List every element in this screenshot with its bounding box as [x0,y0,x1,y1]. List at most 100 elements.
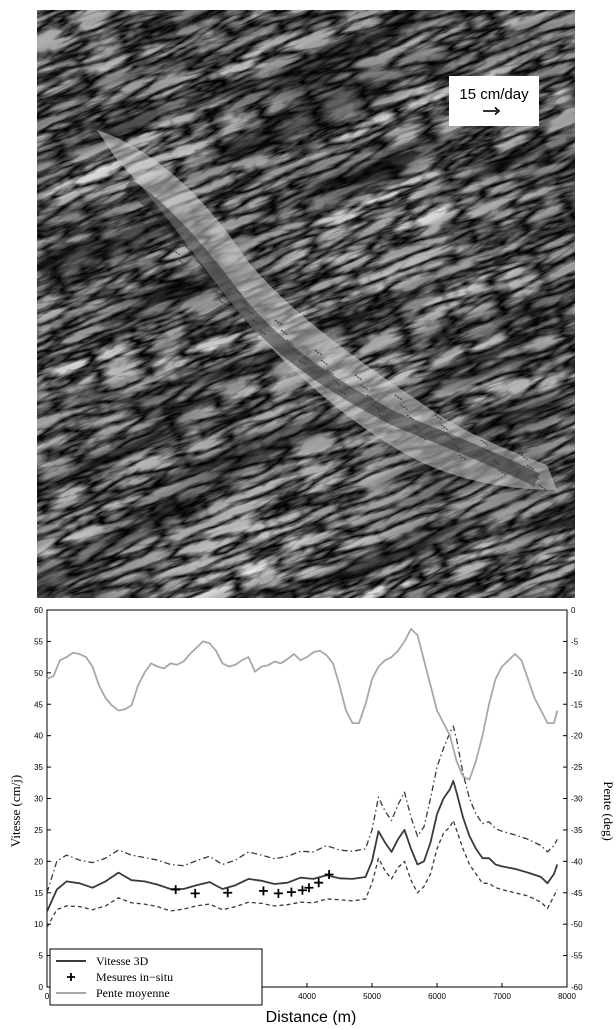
velocity-vector [440,424,449,431]
y-tick-label: 10 [34,920,43,929]
plot-frame [46,609,568,988]
legend-label-pente: Pente moyenne [96,986,170,1000]
velocity-vectors [154,219,547,491]
velocity-vector [514,444,523,451]
series-line-0 [46,780,559,912]
velocity-vector [274,319,283,326]
velocity-vector [320,359,329,366]
legend: Vitesse 3D Mesures in−situ Pente moyenne [49,948,263,1006]
velocity-vector [418,434,427,441]
y2-tick-label: -50 [571,920,583,929]
legend-label-vitesse: Vitesse 3D [96,954,149,968]
velocity-vector [338,389,347,396]
velocity-vector [212,289,221,296]
velocity-vector [434,414,443,421]
velocity-vector [166,239,175,246]
y-tick-label: 55 [34,637,43,646]
chart-svg: 0100020003000400050006000700080000510152… [8,606,616,1026]
x-tick-label: 0 [45,992,50,1001]
velocity-vector [246,309,255,316]
y2-tick-label: -40 [571,857,583,866]
y2-tick-label: 0 [571,606,576,615]
velocity-map: 15 cm/day [37,10,575,598]
y-tick-label: 45 [34,700,43,709]
mesure-point [324,870,334,880]
velocity-vector [172,249,181,256]
y-tick-label: 35 [34,763,43,772]
velocity-vector [486,449,495,456]
mesure-point [304,883,314,893]
velocity-vector [492,459,501,466]
velocity-vector [446,434,455,441]
velocity-vector [366,394,375,401]
y-tick-label: 5 [39,952,44,961]
velocity-vector [258,329,267,336]
mesure-point [171,885,181,895]
x-tick-label: 8000 [558,992,576,1001]
x-tick-label: 5000 [363,992,381,1001]
velocity-vector [314,349,323,356]
velocity-vector [206,279,215,286]
mesure-point [314,878,324,888]
mesure-point [190,888,200,898]
legend-swatch-mesures [67,973,75,981]
y2-tick-label: -5 [571,637,579,646]
velocity-vector [160,229,169,236]
velocity-vector [280,329,289,336]
y-tick-label: 20 [34,857,43,866]
y2-tick-label: -25 [571,763,583,772]
y-tick-label: 0 [39,983,44,992]
y2-tick-label: -20 [571,732,583,741]
scale-box [449,76,539,126]
velocity-vector [526,464,535,471]
x-tick-label: 4000 [298,992,316,1001]
mesure-point [223,888,233,898]
landslide-valley [97,130,557,490]
velocity-vector [218,299,227,306]
velocity-vector [234,289,243,296]
y-tick-label: 25 [34,826,43,835]
velocity-vector [298,359,307,366]
y-tick-label: 40 [34,732,43,741]
y2-tick-label: -45 [571,889,583,898]
velocity-map-image: 15 cm/day [37,10,575,598]
y2-tick-label: -10 [571,669,583,678]
velocity-vector [292,349,301,356]
velocity-vector [372,404,381,411]
velocity-vector [406,414,415,421]
velocity-vector [474,429,483,436]
velocity-vector [458,454,467,461]
legend-label-mesures: Mesures in−situ [96,970,173,984]
plot-area [46,609,568,988]
mesure-point [286,887,296,897]
velocity-vector [520,454,529,461]
y2-tick-label: -60 [571,983,583,992]
series-line-4 [46,628,559,781]
velocity-vector [394,394,403,401]
velocity-profile-chart: 0100020003000400050006000700080000510152… [0,600,616,1026]
series-line-1 [46,725,558,893]
velocity-vector [360,384,369,391]
velocity-vector [200,269,209,276]
y-tick-label: 60 [34,606,43,615]
y2-tick-label: -15 [571,700,583,709]
velocity-vector [240,299,249,306]
velocity-vector [412,424,421,431]
velocity-vector [538,484,547,491]
mesure-point [297,885,307,895]
velocity-vector [178,259,187,266]
y2-tick-label: -35 [571,826,583,835]
mesure-point [258,886,268,896]
velocity-vector [252,319,261,326]
mesure-point [273,888,283,898]
velocity-vector [332,379,341,386]
velocity-vector [400,404,409,411]
velocity-vector [286,339,295,346]
x-tick-label: 6000 [428,992,446,1001]
x-axis-title: Distance (m) [266,1009,357,1025]
velocity-vector [326,369,335,376]
x-tick-label: 7000 [493,992,511,1001]
velocity-vector [480,439,489,446]
y2-axis-title: Pente (deg) [601,781,616,841]
velocity-vector [532,474,541,481]
